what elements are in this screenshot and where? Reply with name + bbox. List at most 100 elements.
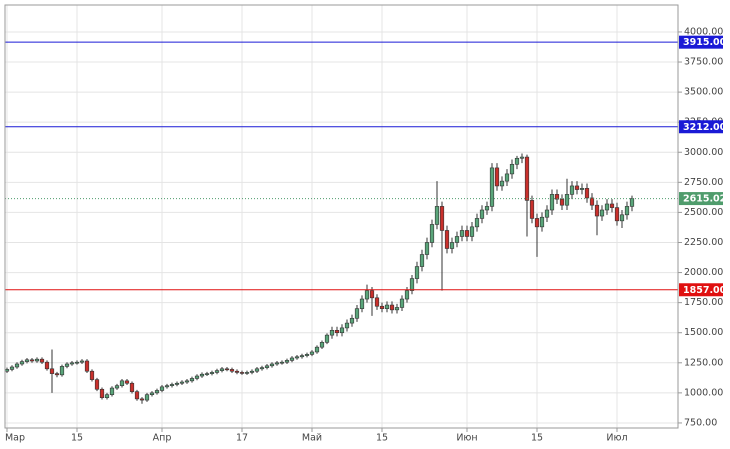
candle-body bbox=[394, 307, 400, 311]
candle-body bbox=[579, 188, 585, 190]
candle-body bbox=[324, 334, 330, 343]
candle-body bbox=[49, 368, 55, 374]
candle-body bbox=[539, 216, 545, 228]
candle-body bbox=[609, 203, 615, 208]
candle-body bbox=[494, 167, 500, 187]
y-tick-label: 1500.00 bbox=[684, 327, 723, 338]
candle-body bbox=[594, 204, 600, 217]
candle-body bbox=[204, 373, 210, 375]
candle-body bbox=[374, 297, 380, 307]
x-tick-label: Апр bbox=[153, 433, 172, 444]
candle-body bbox=[549, 194, 555, 211]
level-label-box bbox=[679, 35, 723, 49]
candle-body bbox=[469, 226, 475, 237]
x-tick-label: 15 bbox=[376, 433, 388, 444]
candle-body bbox=[199, 373, 205, 377]
candle-body bbox=[309, 351, 315, 355]
candle-body bbox=[604, 203, 610, 211]
candle-body bbox=[589, 197, 595, 206]
candle-body bbox=[359, 298, 365, 309]
candle-body bbox=[379, 305, 385, 309]
candle-body bbox=[219, 368, 225, 371]
candle-body bbox=[179, 381, 185, 384]
candle-body bbox=[519, 156, 525, 159]
candle-body bbox=[29, 359, 35, 362]
candle-body bbox=[504, 173, 510, 182]
y-tick-label: 750.00 bbox=[684, 417, 717, 428]
candle-body bbox=[279, 361, 285, 364]
candle-body bbox=[129, 382, 135, 392]
candle-body bbox=[354, 308, 360, 319]
candle-body bbox=[389, 304, 395, 311]
y-tick-label: 1250.00 bbox=[684, 357, 723, 368]
candle-body bbox=[334, 330, 340, 334]
level-label: 1857.00 bbox=[683, 285, 727, 296]
candle-body bbox=[449, 242, 455, 249]
candle-body bbox=[214, 370, 220, 373]
candle-body bbox=[329, 330, 335, 336]
candle-body bbox=[274, 362, 280, 365]
y-tick-label: 2750.00 bbox=[684, 177, 723, 188]
candle-body bbox=[629, 198, 635, 207]
candle-body bbox=[139, 398, 145, 401]
candle-body bbox=[509, 163, 515, 175]
candle-body bbox=[384, 304, 390, 309]
candle-body bbox=[144, 394, 150, 401]
candle-body bbox=[189, 378, 195, 382]
x-tick-label: 15 bbox=[71, 433, 83, 444]
y-tick-label: 3500.00 bbox=[684, 87, 723, 98]
candle-body bbox=[514, 157, 520, 165]
x-tick-label: Июл bbox=[606, 433, 627, 444]
candle-body bbox=[599, 209, 605, 217]
x-tick-label: 15 bbox=[531, 433, 543, 444]
x-tick-label: Май bbox=[302, 433, 322, 444]
candle-body bbox=[299, 355, 305, 358]
overlay: 750.00 1000.00 1250.00 1500.00 1750.00 2000.0… bbox=[5, 26, 727, 443]
candle-body bbox=[59, 366, 65, 376]
candle-body bbox=[314, 346, 320, 353]
candle-body bbox=[99, 388, 105, 398]
candle-body bbox=[614, 207, 620, 222]
level-label: 3212.00 bbox=[683, 122, 727, 133]
candle-body bbox=[239, 372, 245, 374]
candle-body bbox=[174, 382, 180, 385]
level-label-box bbox=[679, 120, 723, 134]
candle-body bbox=[454, 236, 460, 243]
candle-body bbox=[319, 342, 325, 348]
candle-body bbox=[534, 218, 540, 228]
candle-body bbox=[404, 290, 410, 300]
candle-body bbox=[34, 358, 40, 362]
candle-body bbox=[289, 357, 295, 361]
candle-body bbox=[9, 366, 15, 370]
candle-body bbox=[54, 373, 60, 376]
candle-body bbox=[574, 185, 580, 190]
candle-body bbox=[259, 367, 265, 370]
candle-body bbox=[624, 206, 630, 216]
candle-body bbox=[24, 359, 30, 362]
candle-body bbox=[474, 218, 480, 228]
candle-body bbox=[294, 356, 300, 359]
candle-body bbox=[104, 394, 110, 398]
candle-body bbox=[74, 361, 80, 364]
candle-body bbox=[284, 360, 290, 363]
candle-body bbox=[419, 254, 425, 267]
candle-body bbox=[44, 361, 50, 370]
y-tick-label: 2250.00 bbox=[684, 237, 723, 248]
candle-body bbox=[249, 370, 255, 373]
candle-body bbox=[4, 369, 10, 372]
candle-body bbox=[424, 242, 430, 255]
candle-body bbox=[234, 370, 240, 373]
candle-body bbox=[479, 209, 485, 219]
candle-body bbox=[79, 360, 85, 363]
candle-body bbox=[304, 354, 310, 356]
x-tick-label: Июн bbox=[456, 433, 477, 444]
candle-body bbox=[344, 322, 350, 329]
level-label: 2615.02 bbox=[683, 194, 726, 205]
x-tick-label: 17 bbox=[236, 433, 248, 444]
candle-body bbox=[264, 365, 270, 368]
candle-body bbox=[69, 362, 75, 365]
candle-body bbox=[484, 206, 490, 211]
candle-body bbox=[159, 386, 165, 391]
candle-body bbox=[434, 206, 440, 225]
candle-body bbox=[154, 390, 160, 394]
